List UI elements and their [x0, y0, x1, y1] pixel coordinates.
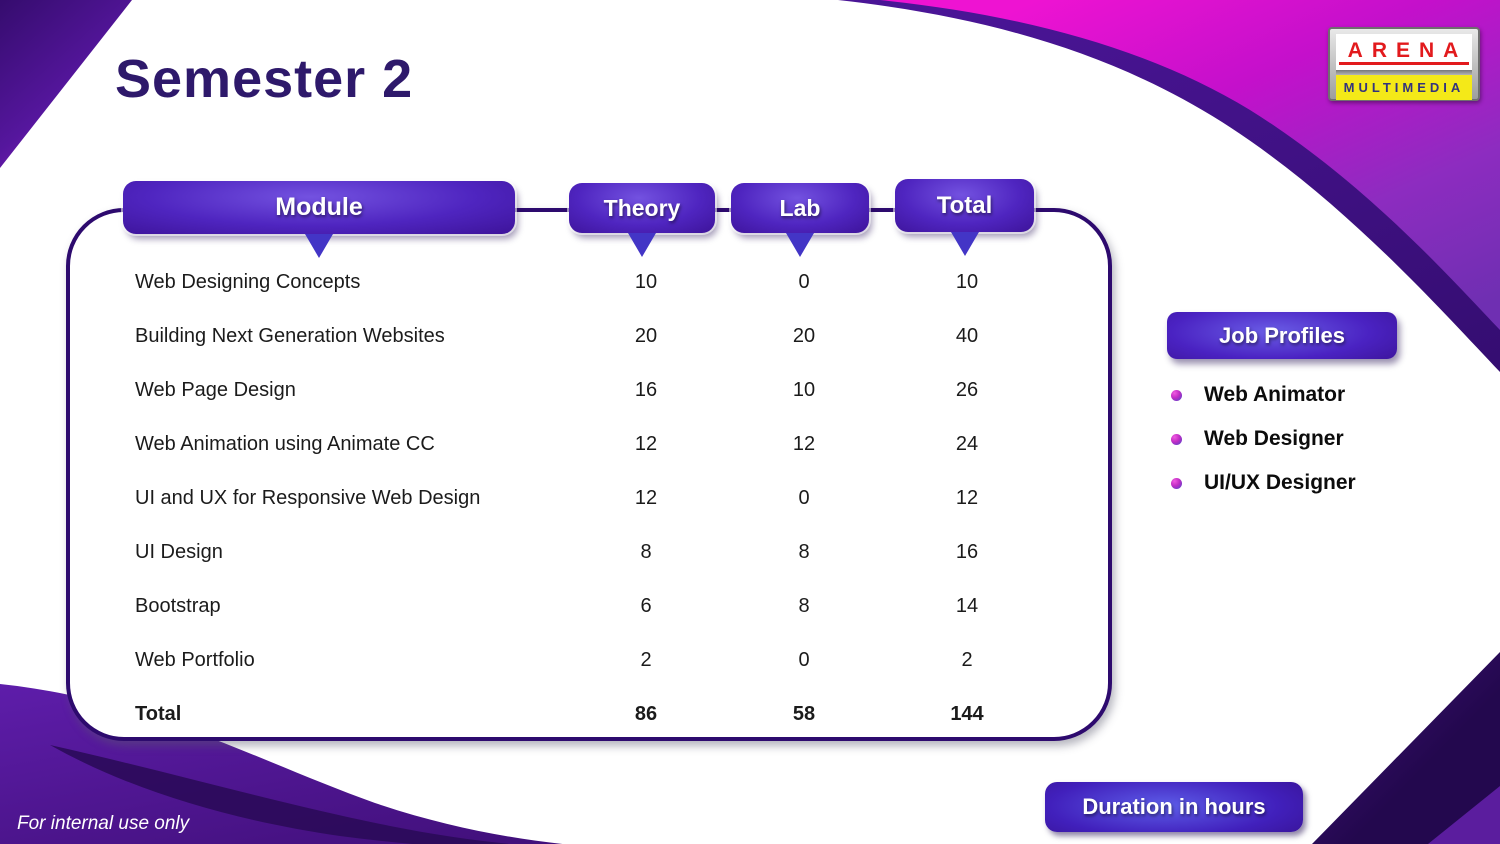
lab-cell: 10 [792, 378, 816, 401]
logo-multimedia-text: MULTIMEDIA [1343, 80, 1465, 95]
column-header-label: Total [936, 191, 993, 219]
bullet-icon [1171, 389, 1182, 401]
module-cell: UI Design [135, 540, 223, 563]
module-cell: Web Page Design [135, 378, 296, 401]
top-left-triangle [0, 0, 132, 168]
logo-bottom-panel: MULTIMEDIA [1336, 75, 1472, 100]
column-header-theory: Theory [569, 183, 715, 257]
bullet-icon [1171, 477, 1182, 489]
column-header-total: Total [895, 179, 1034, 256]
theory-cell: 12 [634, 486, 658, 509]
module-cell: Web Designing Concepts [135, 270, 361, 293]
job-profiles-list: Web Animator Web Designer UI/UX Designer [1167, 373, 1356, 505]
job-profile-label: UI/UX Designer [1204, 471, 1356, 494]
table-row: Web Designing Concepts 10 0 10 [74, 255, 1104, 309]
table-row: Web Animation using Animate CC 12 12 24 [74, 417, 1104, 471]
theory-cell: 6 [640, 594, 652, 617]
column-header-label: Module [275, 193, 363, 221]
lab-cell: 0 [798, 270, 810, 293]
column-header-module: Module [123, 181, 515, 258]
theory-total-cell: 86 [634, 702, 658, 725]
total-cell: 16 [955, 540, 979, 563]
total-cell: 2 [961, 648, 973, 671]
arena-multimedia-logo: ARENA MULTIMEDIA [1328, 27, 1480, 101]
pointer-down-icon [628, 233, 656, 257]
list-item: Web Animator [1167, 373, 1356, 417]
column-header-lab: Lab [731, 183, 869, 257]
column-header-label: Lab [779, 194, 821, 221]
job-profile-label: Web Designer [1204, 427, 1344, 450]
total-cell: 40 [955, 324, 979, 347]
module-cell: Bootstrap [135, 594, 221, 617]
lab-cell: 0 [798, 486, 810, 509]
table-row: UI Design 8 8 16 [74, 525, 1104, 579]
bottom-right-triangle [1312, 652, 1500, 844]
logo-arena-text: ARENA [1338, 40, 1470, 65]
page-title: Semester 2 [115, 49, 414, 109]
bullet-icon [1171, 433, 1182, 445]
lab-cell: 20 [792, 324, 816, 347]
lab-total-cell: 58 [792, 702, 816, 725]
table-row: Building Next Generation Websites 20 20 … [74, 309, 1104, 363]
module-cell: UI and UX for Responsive Web Design [135, 486, 481, 509]
job-profile-label: Web Animator [1204, 383, 1346, 406]
lab-cell: 8 [798, 540, 810, 563]
table-rows: Web Designing Concepts 10 0 10 Building … [74, 216, 1104, 741]
column-header-label: Theory [603, 194, 681, 221]
total-label-cell: Total [135, 702, 182, 725]
table-total-row: Total 86 58 144 [74, 687, 1104, 741]
theory-cell: 20 [634, 324, 658, 347]
table-row: Bootstrap 6 8 14 [74, 579, 1104, 633]
logo-divider [1336, 70, 1472, 75]
theory-cell: 12 [634, 432, 658, 455]
theory-cell: 10 [634, 270, 658, 293]
lab-cell: 8 [798, 594, 810, 617]
logo-top-panel: ARENA [1336, 34, 1472, 70]
duration-in-hours-badge: Duration in hours [1045, 782, 1303, 832]
job-profiles-title: Job Profiles [1219, 322, 1345, 348]
total-cell: 12 [955, 486, 979, 509]
list-item: UI/UX Designer [1167, 461, 1356, 505]
lab-cell: 12 [792, 432, 816, 455]
footer-note: For internal use only [17, 813, 190, 834]
pointer-down-icon [786, 233, 814, 257]
grand-total-cell: 144 [950, 702, 984, 725]
bottom-left-wave-dark [50, 745, 510, 844]
table-row: Web Page Design 16 10 26 [74, 363, 1104, 417]
total-cell: 10 [955, 270, 979, 293]
curriculum-table: Web Designing Concepts 10 0 10 Building … [66, 208, 1112, 741]
module-cell: Building Next Generation Websites [135, 324, 445, 347]
bottom-right-triangle-light [1428, 786, 1500, 844]
theory-cell: 8 [640, 540, 652, 563]
theory-cell: 16 [634, 378, 658, 401]
list-item: Web Designer [1167, 417, 1356, 461]
total-cell: 26 [955, 378, 979, 401]
lab-cell: 0 [798, 648, 810, 671]
pointer-down-icon [950, 232, 979, 256]
module-cell: Web Animation using Animate CC [135, 432, 435, 455]
theory-cell: 2 [640, 648, 652, 671]
total-cell: 14 [955, 594, 979, 617]
module-cell: Web Portfolio [135, 648, 255, 671]
pointer-down-icon [305, 234, 333, 258]
table-row: UI and UX for Responsive Web Design 12 0… [74, 471, 1104, 525]
job-profiles-header: Job Profiles [1167, 312, 1397, 359]
total-cell: 24 [955, 432, 979, 455]
duration-label: Duration in hours [1082, 794, 1266, 819]
table-row: Web Portfolio 2 0 2 [74, 633, 1104, 687]
